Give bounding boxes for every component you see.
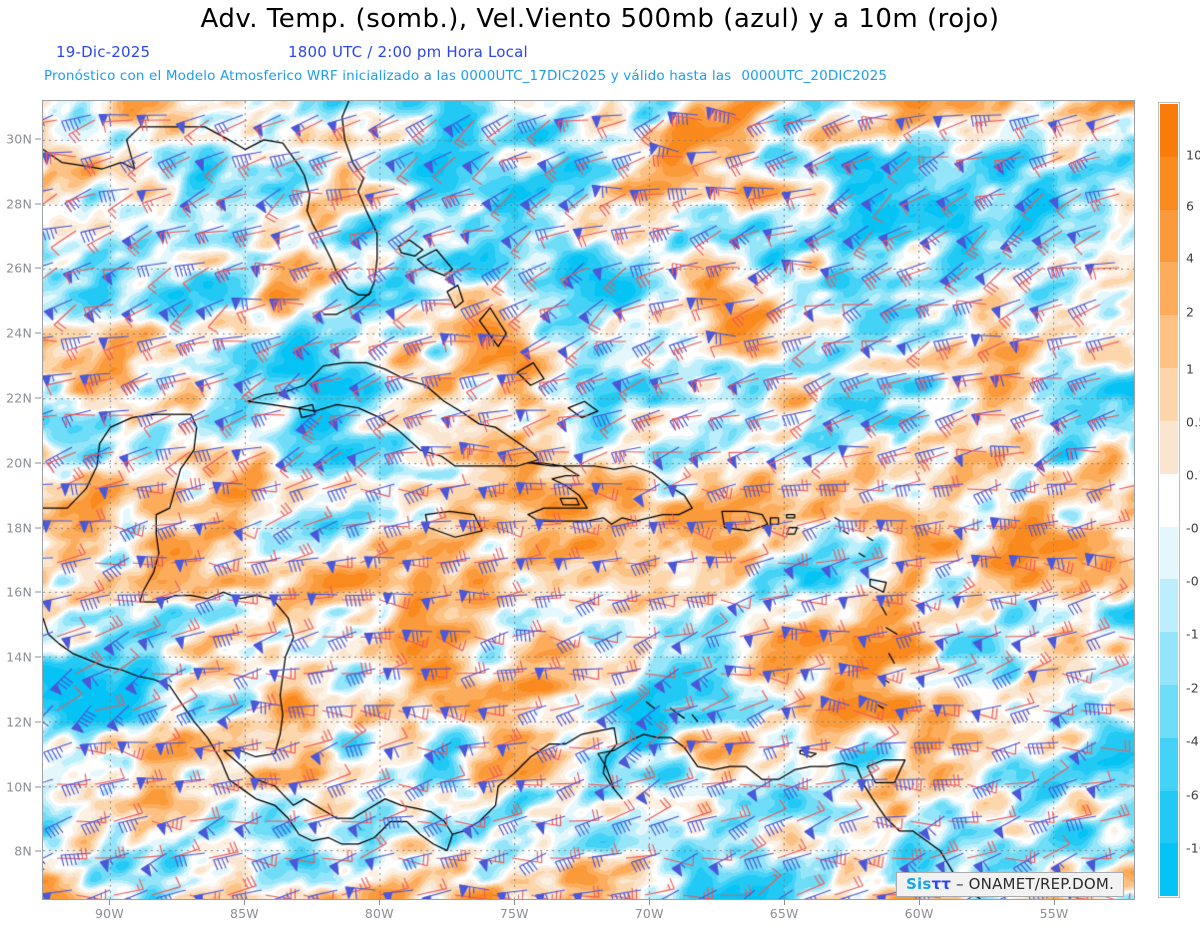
logo-agency-text: – ONAMET/REP.DOM. [956,875,1115,893]
lat-tick-20N: 20N [6,455,32,471]
colorbar-segment-4 [1160,315,1178,369]
lat-tick-16N: 16N [6,584,32,600]
lat-tick-14N: 14N [6,649,32,665]
lat-tick-mark [35,138,41,140]
lon-tick-mark [919,900,921,905]
lat-tick-mark [35,786,41,788]
lon-tick-mark [244,900,246,905]
lat-tick-mark [35,656,41,658]
colorbar-tick-4: 4 [1186,250,1195,266]
lat-tick-22N: 22N [6,390,32,406]
lon-tick-mark [514,900,516,905]
lat-tick-18N: 18N [6,520,32,536]
model-description: Pronóstico con el Modelo Atmosferico WRF… [44,68,887,84]
colorbar-segment-2 [1160,209,1178,263]
colorbar-tick-neg10: -10 [1186,840,1200,856]
lat-tick-12N: 12N [6,714,32,730]
colorbar-tick-2: 2 [1186,304,1195,320]
forecast-date: 19-Dic-2025 [56,43,151,61]
lat-tick-mark [35,332,41,334]
colorbar-segment-9 [1160,526,1178,580]
lon-tick-90W: 90W [95,906,124,921]
lat-tick-26N: 26N [6,260,32,276]
colorbar-tick-neg4: -4 [1186,733,1199,749]
colorbar-segment-3 [1160,262,1178,316]
colorbar-segment-10 [1160,579,1178,633]
agency-logo: Sisττ – ONAMET/REP.DOM. [896,872,1125,897]
lon-tick-mark [1054,900,1056,905]
colorbar-segment-0 [1160,104,1178,157]
lat-tick-mark [35,527,41,529]
colorbar[interactable] [1158,102,1180,898]
model-description-part-b: 0000UTC_20DIC2025 [741,68,888,84]
forecast-time: 1800 UTC / 2:00 pm Hora Local [288,43,528,61]
colorbar-segment-15 [1160,843,1178,896]
lon-tick-60W: 60W [904,906,934,921]
lat-tick-8N: 8N [14,843,32,859]
colorbar-tick-1: 1 [1186,361,1195,377]
logo-pi-symbol: ττ [931,875,952,893]
lat-tick-24N: 24N [6,325,32,341]
colorbar-tick-6: 6 [1186,198,1195,214]
lat-tick-mark [35,591,41,593]
weather-map-plot[interactable] [42,100,1135,900]
lon-tick-mark [784,900,786,905]
colorbar-segment-8 [1160,473,1178,527]
colorbar-segment-13 [1160,737,1178,791]
lon-tick-65W: 65W [769,906,799,921]
lat-tick-mark [35,267,41,269]
colorbar-segment-14 [1160,790,1178,844]
lon-tick-75W: 75W [499,906,529,921]
model-description-part-a: Pronóstico con el Modelo Atmosferico WRF… [44,68,732,84]
lat-tick-mark [35,721,41,723]
logo-sis-text: Sis [906,875,932,893]
colorbar-tick-0_5: 0.5 [1186,414,1200,430]
colorbar-tick-neg0_5: -0.5 [1186,573,1200,589]
lat-tick-10N: 10N [6,779,32,795]
colorbar-segment-1 [1160,156,1178,210]
colorbar-tick-10: 10 [1186,147,1200,163]
subtitle-row: 19-Dic-2025 1800 UTC / 2:00 pm Hora Loca… [0,43,1200,65]
weather-map-canvas[interactable] [43,101,1134,899]
chart-header: Adv. Temp. (somb.), Vel.Viento 500mb (az… [0,0,1200,96]
lat-tick-30N: 30N [6,131,32,147]
colorbar-tick-neg0_1: -0.1 [1186,520,1200,536]
colorbar-segment-12 [1160,685,1178,738]
lon-tick-mark [649,900,651,905]
lon-tick-mark [109,900,111,905]
lat-tick-mark [35,850,41,852]
colorbar-strip [1160,104,1178,896]
lon-tick-70W: 70W [634,906,664,921]
colorbar-segment-5 [1160,368,1178,421]
colorbar-tick-neg1: -1 [1186,626,1199,642]
lat-tick-mark [35,397,41,399]
page-title: Adv. Temp. (somb.), Vel.Viento 500mb (az… [200,4,1000,34]
lat-tick-mark [35,462,41,464]
colorbar-segment-11 [1160,632,1178,685]
colorbar-tick-neg2: -2 [1186,680,1199,696]
lon-tick-85W: 85W [229,906,259,921]
lon-tick-55W: 55W [1039,906,1069,921]
colorbar-segment-6 [1160,420,1178,474]
lat-tick-28N: 28N [6,196,32,212]
colorbar-tick-0_1: 0.1 [1186,467,1200,483]
lon-tick-80W: 80W [364,906,394,921]
colorbar-tick-neg6: -6 [1186,787,1199,803]
lat-tick-mark [35,203,41,205]
lon-tick-mark [379,900,381,905]
